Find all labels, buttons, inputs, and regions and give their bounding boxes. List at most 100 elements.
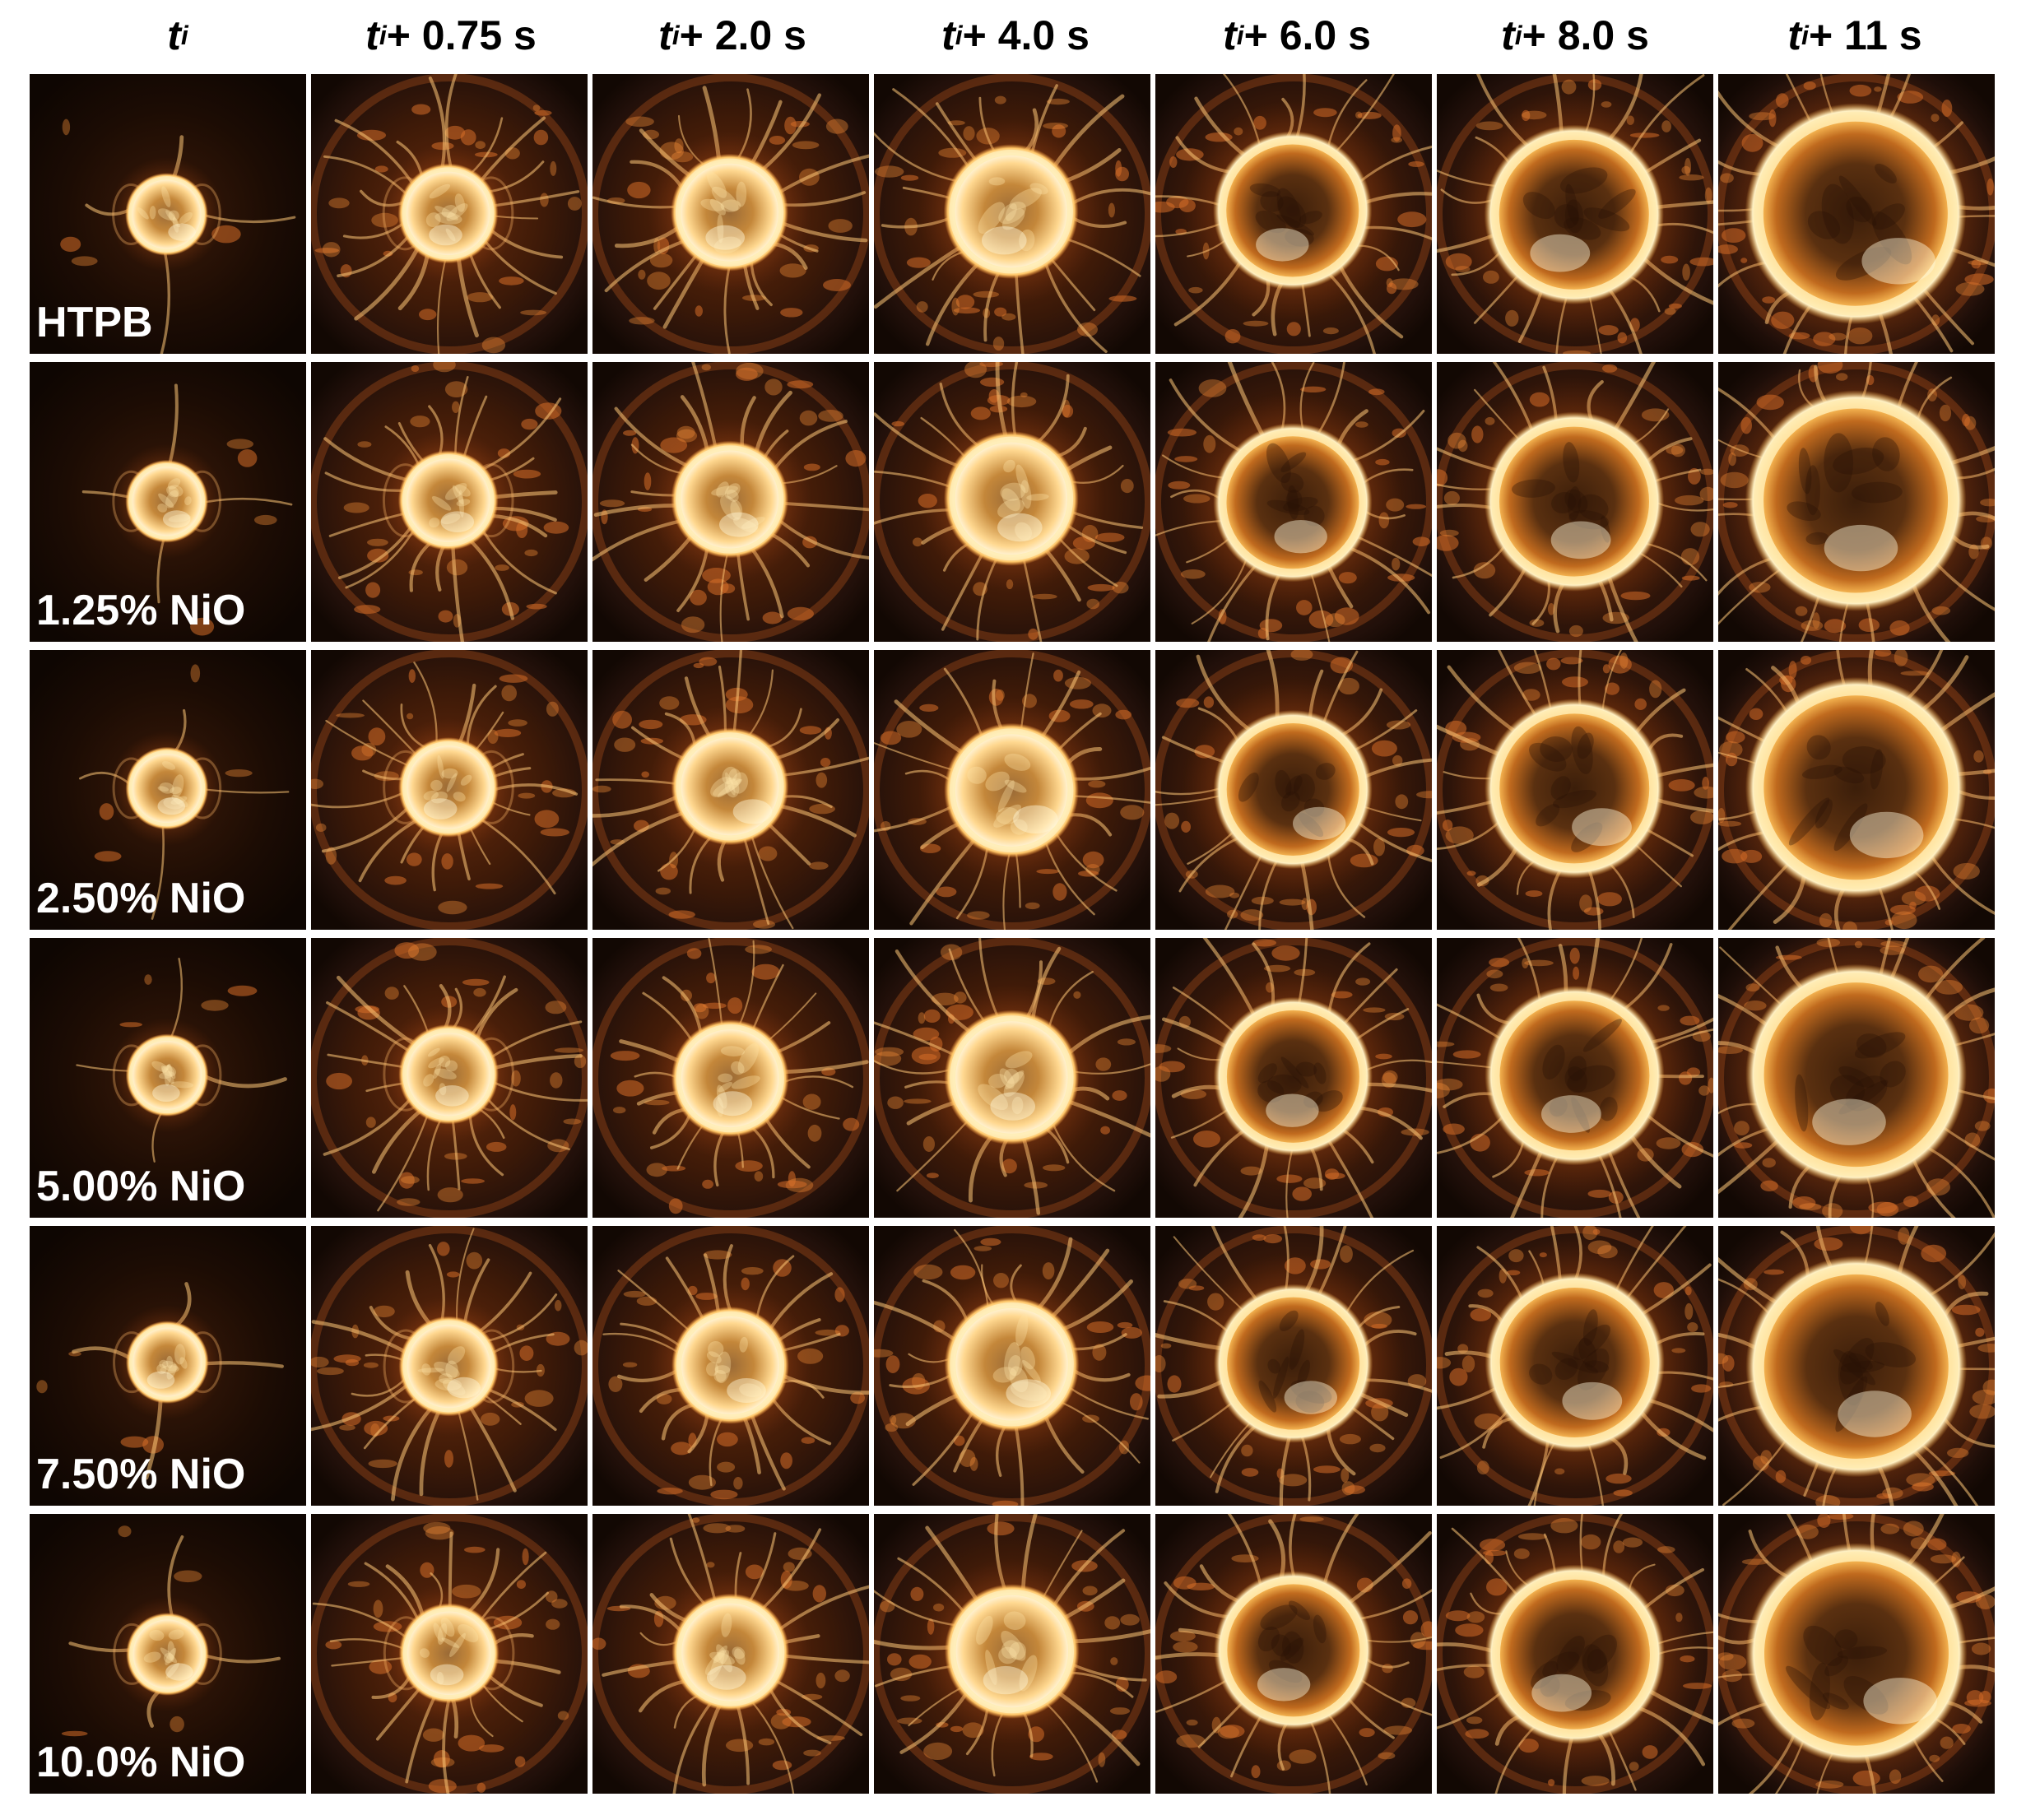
flame-image [1155, 938, 1432, 1218]
flame-image [592, 362, 869, 642]
frame-row-3-col-0 [30, 938, 306, 1218]
frame-row-1-col-6 [1718, 362, 1995, 642]
frame-row-2-col-5 [1437, 650, 1713, 930]
frame-row-5-col-1 [311, 1514, 588, 1794]
flame-image [1718, 938, 1995, 1218]
flame-image [1155, 362, 1432, 642]
row-label-4: 7.50% NiO [36, 1451, 246, 1498]
frame-row-1-col-0 [30, 362, 306, 642]
row-label-3: 5.00% NiO [36, 1163, 246, 1210]
frame-row-0-col-2 [592, 74, 869, 354]
frame-row-1-col-4 [1155, 362, 1432, 642]
frame-row-2-col-6 [1718, 650, 1995, 930]
frame-row-0-col-1 [311, 74, 588, 354]
flame-image [874, 938, 1150, 1218]
flame-image [30, 74, 306, 354]
flame-image [30, 938, 306, 1218]
frame-row-3-col-4 [1155, 938, 1432, 1218]
frame-row-5-col-6 [1718, 1514, 1995, 1794]
flame-image [592, 1514, 869, 1794]
column-header-symbol: t [1501, 12, 1515, 58]
flame-image [874, 1226, 1150, 1506]
frame-row-3-col-1 [311, 938, 588, 1218]
flame-image [311, 650, 588, 930]
flame-image [1718, 1226, 1995, 1506]
column-header-symbol: t [167, 12, 181, 58]
flame-image [874, 362, 1150, 642]
frame-row-5-col-5 [1437, 1514, 1713, 1794]
frame-row-2-col-0 [30, 650, 306, 930]
flame-image [1155, 1226, 1432, 1506]
frame-row-4-col-5 [1437, 1226, 1713, 1506]
frame-row-4-col-3 [874, 1226, 1150, 1506]
frame-row-3-col-5 [1437, 938, 1713, 1218]
flame-image [1718, 650, 1995, 930]
frame-row-0-col-4 [1155, 74, 1432, 354]
row-label-0: HTPB [36, 299, 153, 346]
column-header-suffix: + 11 s [1808, 12, 1922, 58]
frame-row-5-col-3 [874, 1514, 1150, 1794]
column-header-symbol: t [365, 12, 379, 58]
column-header-suffix: + 4.0 s [962, 12, 1090, 58]
flame-image [592, 938, 869, 1218]
frame-row-5-col-4 [1155, 1514, 1432, 1794]
flame-image [311, 362, 588, 642]
flame-image [592, 650, 869, 930]
flame-image [874, 74, 1150, 354]
frame-row-0-col-5 [1437, 74, 1713, 354]
frame-row-4-col-2 [592, 1226, 869, 1506]
flame-image [30, 650, 306, 930]
flame-image [1437, 650, 1713, 930]
row-label-1: 1.25% NiO [36, 587, 246, 634]
frame-row-2-col-3 [874, 650, 1150, 930]
flame-image [30, 362, 306, 642]
frame-row-2-col-1 [311, 650, 588, 930]
frame-row-4-col-6 [1718, 1226, 1995, 1506]
column-header-suffix: + 0.75 s [386, 12, 537, 58]
flame-image [1155, 650, 1432, 930]
flame-image [1437, 1226, 1713, 1506]
flame-image [1155, 74, 1432, 354]
column-header-suffix: + 8.0 s [1522, 12, 1649, 58]
frame-row-0-col-3 [874, 74, 1150, 354]
row-label-5: 10.0% NiO [36, 1739, 246, 1786]
flame-image [311, 74, 588, 354]
column-header-symbol: t [1787, 12, 1802, 58]
flame-image [1437, 362, 1713, 642]
frame-row-4-col-1 [311, 1226, 588, 1506]
frame-row-4-col-4 [1155, 1226, 1432, 1506]
column-header-symbol: t [941, 12, 955, 58]
column-header-symbol: t [658, 12, 672, 58]
flame-image [30, 1514, 306, 1794]
flame-image [592, 1226, 869, 1506]
flame-image [311, 1226, 588, 1506]
flame-image [1437, 74, 1713, 354]
flame-image [1155, 1514, 1432, 1794]
frame-row-2-col-4 [1155, 650, 1432, 930]
flame-image [1437, 938, 1713, 1218]
frame-row-3-col-3 [874, 938, 1150, 1218]
frame-row-1-col-3 [874, 362, 1150, 642]
frame-row-3-col-2 [592, 938, 869, 1218]
frame-row-5-col-0 [30, 1514, 306, 1794]
flame-image [1718, 362, 1995, 642]
flame-image [1718, 1514, 1995, 1794]
flame-image [30, 1226, 306, 1506]
column-header-suffix: + 2.0 s [679, 12, 806, 58]
frame-row-3-col-6 [1718, 938, 1995, 1218]
flame-image [592, 74, 869, 354]
flame-image [874, 650, 1150, 930]
frame-row-0-col-0 [30, 74, 306, 354]
frame-row-4-col-0 [30, 1226, 306, 1506]
flame-image [874, 1514, 1150, 1794]
flame-image [311, 938, 588, 1218]
column-header-suffix: + 6.0 s [1243, 12, 1371, 58]
